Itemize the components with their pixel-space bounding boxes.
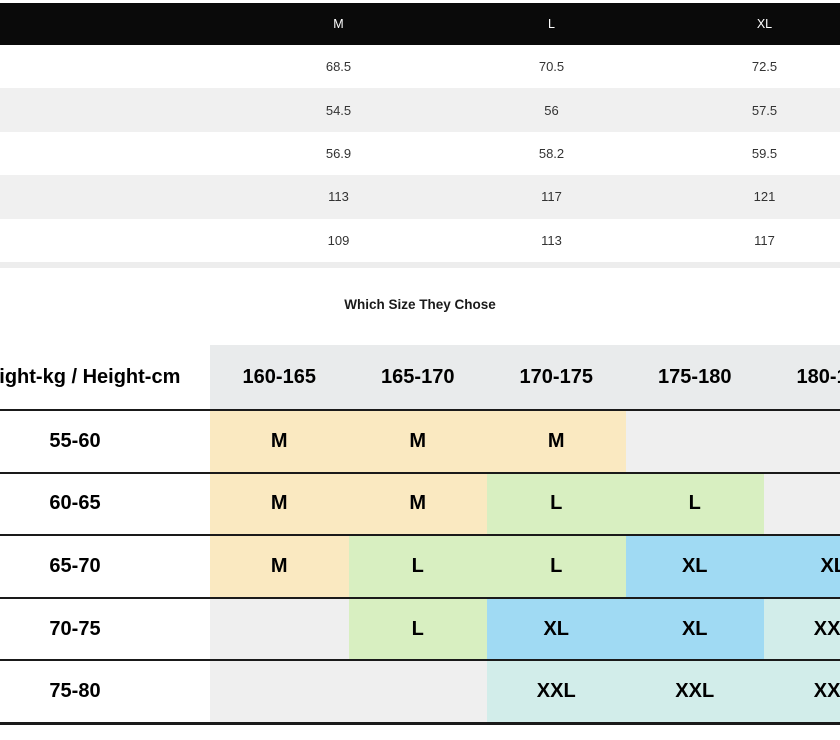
- empty-cell: [348, 661, 487, 722]
- height-range-header: 175-180: [658, 365, 732, 388]
- size-matrix-inner: Weight-kg / Height-cm 160-165 165-170 170-…: [0, 345, 840, 725]
- measurements-table-inner: M L XL 68.5 70.5 72.5 54.5 56 57.5 56.9 58.2 59.5 1…: [0, 3, 840, 262]
- measurement-value: 117: [754, 232, 775, 248]
- measurement-value: 68.5: [325, 59, 352, 75]
- size-column-header: L: [548, 17, 555, 31]
- height-range-header: 165-170: [381, 365, 455, 388]
- size-choice-cell: L: [487, 536, 626, 597]
- empty-cell: [210, 661, 349, 722]
- size-choice-cell: XXL: [487, 661, 626, 722]
- size-choice-cell: XXL: [764, 598, 840, 660]
- section-title: Which Size They Chose: [344, 297, 496, 312]
- table-row: 56.9 58.2 59.5: [0, 131, 840, 176]
- table-row: 68.5 70.5 72.5: [0, 45, 840, 89]
- matrix-row: 70-75LXLXLXXL: [0, 596, 840, 660]
- matrix-row: 75-80XXLXXLXXL: [0, 659, 840, 722]
- measurement-value: 58.2: [538, 145, 565, 161]
- empty-cell: [764, 411, 840, 472]
- measurement-value: 109: [327, 232, 350, 248]
- measurement-value: 113: [328, 189, 349, 205]
- size-choice-cell: M: [210, 473, 349, 535]
- weight-range-label: 70-75: [0, 598, 210, 660]
- matrix-bottom-border: [0, 721, 840, 725]
- height-range-header: 180-185: [796, 365, 840, 388]
- measurement-value: 70.5: [538, 59, 565, 75]
- size-choice-cell: M: [348, 411, 487, 472]
- size-choice-cell: M: [348, 473, 487, 535]
- size-choice-cell: M: [210, 411, 349, 472]
- size-matrix-body: 55-60 M M M 60-65 M M L L 65-70 M L L XL XL 70-75 L XL XL X…: [0, 409, 840, 722]
- size-matrix-header: Weight-kg / Height-cm 160-165 165-170 170-…: [0, 345, 840, 409]
- weight-range-label: 75-80: [0, 661, 210, 722]
- measurements-table-body: 68.5 70.5 72.5 54.5 56 57.5 56.9 58.2 59.5 113 117…: [0, 45, 840, 262]
- measurements-table-header: M L XL: [0, 3, 840, 45]
- size-choice-cell: L: [625, 473, 764, 535]
- measurement-value: 117: [541, 189, 562, 205]
- measurement-value: 56: [544, 102, 559, 118]
- measurement-value: 56.9: [325, 145, 352, 161]
- table-row: 54.5 56 57.5: [0, 88, 840, 132]
- weight-range-label: 60-65: [0, 473, 210, 535]
- size-choice-cell: XL: [625, 536, 764, 597]
- matrix-row: 65-70 M L L XL XL: [0, 534, 840, 597]
- empty-cell: [625, 411, 764, 472]
- size-matrix-table: Weight-kg / Height-cm 160-165 165-170 170-…: [0, 345, 840, 725]
- table-row: 113 117 121: [0, 175, 840, 219]
- size-choice-cell: L: [348, 536, 487, 597]
- size-choice-cell: XXL: [764, 661, 840, 722]
- size-choice-cell: XXL: [625, 661, 764, 722]
- measurement-value: 54.5: [325, 102, 352, 118]
- size-column-header: XL: [756, 17, 773, 31]
- measurements-table: M L XL 68.5 70.5 72.5 54.5 56 57.5 56.9 58.2 59.5 1…: [0, 0, 840, 268]
- size-choice-cell: L: [487, 473, 626, 535]
- empty-cell: [764, 473, 840, 535]
- measurement-value: 57.5: [751, 102, 778, 118]
- size-choice-cell: L: [348, 598, 487, 660]
- size-choice-cell: XL: [487, 598, 626, 660]
- size-column-header: M: [333, 17, 344, 31]
- size-choice-cell: M: [487, 411, 626, 472]
- matrix-row: 55-60 M M M: [0, 409, 840, 472]
- measurement-value: 121: [753, 189, 776, 205]
- matrix-corner-label: Weight-kg / Height-cm: [0, 345, 210, 409]
- measurement-value: 72.5: [751, 59, 778, 75]
- size-choice-cell: M: [210, 536, 349, 597]
- matrix-row: 60-65 M M L L: [0, 471, 840, 535]
- table-row: 109 113 117: [0, 218, 840, 262]
- table-bottom-divider: [0, 261, 840, 268]
- weight-range-label: 65-70: [0, 536, 210, 597]
- weight-range-label: 55-60: [0, 411, 210, 472]
- measurement-value: 59.5: [751, 145, 778, 161]
- height-range-header: 160-165: [242, 365, 316, 388]
- empty-cell: [210, 598, 349, 660]
- measurement-value: 113: [541, 232, 562, 248]
- height-range-header: 170-175: [519, 365, 593, 388]
- size-choice-cell: XL: [625, 598, 764, 660]
- size-choice-cell: XL: [764, 536, 840, 597]
